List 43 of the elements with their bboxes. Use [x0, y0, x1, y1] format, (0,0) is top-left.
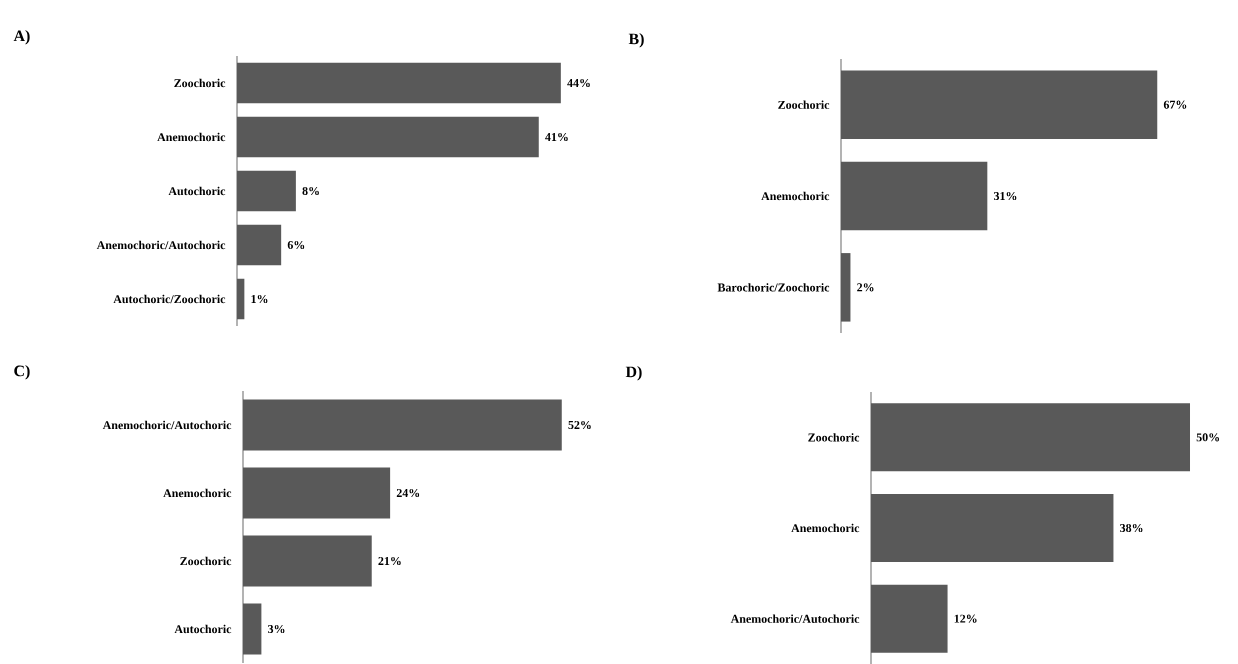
y-tick-label: Anemochoric/Autochoric	[730, 614, 860, 623]
data-label: 6%	[287, 240, 305, 249]
data-label: 44%	[567, 78, 590, 87]
y-tick-label: Anemochoric/Autochoric	[102, 420, 232, 430]
y-tick-label: Zoochoric	[174, 78, 226, 88]
bar	[237, 278, 245, 320]
bar	[237, 116, 539, 158]
y-tick-label: Anemochoric	[157, 132, 226, 142]
data-label: 2%	[857, 283, 874, 292]
text: D)	[625, 365, 642, 381]
data-label: 3%	[268, 624, 285, 633]
data-label: 8%	[302, 186, 319, 195]
data-label: 1%	[251, 294, 268, 303]
y-tick-label: Autochoric	[174, 624, 232, 634]
text: C)	[14, 364, 30, 380]
y-tick-label: Anemochoric	[163, 488, 232, 498]
bar	[237, 170, 296, 212]
y-tick-label: Barochoric/Zoochoric	[717, 282, 830, 292]
data-label: 24%	[396, 488, 420, 497]
bar	[243, 399, 562, 451]
y-tick-label: Anemochoric	[791, 523, 860, 533]
y-tick-label: Autochoric	[168, 186, 226, 196]
data-label: 67%	[1163, 100, 1187, 109]
y-tick-label: Zoochoric	[808, 432, 860, 442]
bar	[243, 535, 372, 587]
y-tick-label: Zoochoric	[778, 100, 830, 109]
bar	[243, 603, 262, 655]
data-label: 52%	[568, 420, 591, 429]
bar	[237, 62, 561, 104]
data-label: 12%	[954, 614, 977, 623]
text: B)	[628, 32, 644, 48]
y-tick-label: Anemochoric	[761, 191, 830, 201]
bar	[237, 224, 282, 266]
y-tick-label: Zoochoric	[180, 556, 232, 566]
data-label: 31%	[993, 191, 1017, 200]
data-label: 50%	[1196, 433, 1219, 442]
data-label: 41%	[545, 132, 568, 141]
bar	[243, 467, 391, 519]
y-tick-label: Anemochoric/Autochoric	[96, 240, 226, 250]
data-label: 38%	[1120, 523, 1143, 532]
text: A)	[13, 29, 30, 45]
y-tick-label: Autochoric/Zoochoric	[113, 294, 226, 304]
data-label: 21%	[378, 556, 401, 565]
